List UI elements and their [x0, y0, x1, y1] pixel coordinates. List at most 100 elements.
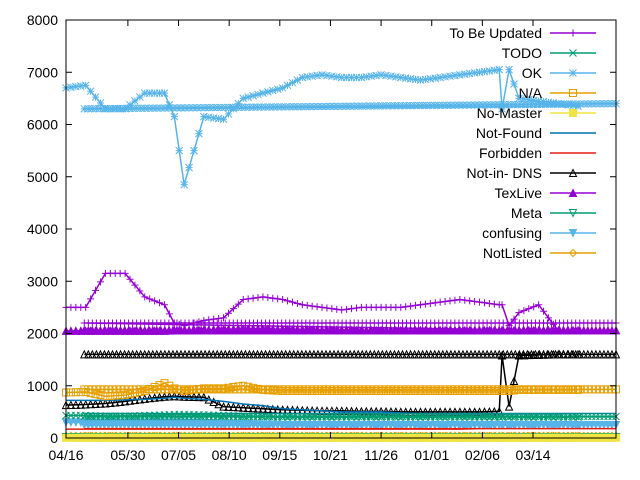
- y-tick-label: 3000: [27, 273, 58, 289]
- data-point: [258, 404, 268, 413]
- data-point: [301, 102, 310, 111]
- data-point: [387, 72, 395, 81]
- legend-swatch-marker: [568, 229, 578, 238]
- legend-label: TODO: [502, 45, 542, 61]
- data-point: [116, 269, 124, 277]
- data-point: [406, 407, 415, 416]
- data-point: [249, 294, 257, 302]
- data-point: [76, 418, 86, 427]
- data-point: [100, 104, 109, 113]
- data-point: [382, 71, 390, 80]
- data-point: [219, 115, 228, 124]
- data-point: [284, 297, 292, 305]
- data-point: [76, 82, 85, 90]
- series-lines: [61, 65, 621, 442]
- data-point: [131, 281, 139, 289]
- data-point: [499, 100, 508, 109]
- legend-label: No-Master: [477, 105, 543, 121]
- data-point: [214, 399, 223, 409]
- data-point: [358, 102, 367, 110]
- legend-swatch-marker: [569, 49, 577, 57]
- data-point: [485, 299, 493, 307]
- data-point: [229, 103, 238, 112]
- legend: To Be Updated TODO OK N/A No-Master Not-Found…: [449, 25, 596, 261]
- data-point: [104, 104, 113, 113]
- data-point: [248, 403, 258, 413]
- data-point: [244, 295, 252, 303]
- legend-label: Not-in- DNS: [467, 165, 542, 181]
- series-markers-3: [62, 379, 620, 401]
- series-line-7: [65, 353, 616, 413]
- x-tick-label: 11/26: [364, 447, 398, 463]
- data-point: [126, 101, 134, 109]
- data-point: [306, 102, 314, 111]
- data-point: [241, 103, 250, 112]
- series-markers-0: [62, 269, 620, 335]
- data-point: [460, 70, 469, 79]
- data-point: [338, 306, 346, 314]
- data-point: [523, 100, 532, 109]
- data-point: [421, 300, 429, 308]
- data-point: [234, 300, 242, 308]
- data-point: [288, 78, 297, 87]
- data-point: [446, 72, 454, 81]
- data-point: [120, 396, 130, 406]
- data-point: [357, 73, 366, 82]
- data-point: [96, 104, 105, 113]
- data-point: [87, 295, 95, 303]
- data-point: [132, 104, 141, 113]
- legend-label: confusing: [482, 225, 542, 241]
- data-point: [495, 100, 504, 109]
- data-point: [411, 75, 420, 84]
- data-point: [426, 299, 434, 307]
- data-point: [174, 391, 184, 401]
- data-point: [352, 73, 361, 82]
- data-point: [101, 398, 110, 408]
- data-point: [314, 102, 322, 111]
- data-point: [348, 305, 356, 313]
- data-point: [91, 399, 100, 409]
- data-point: [543, 100, 552, 109]
- data-point: [76, 411, 85, 420]
- data-point: [583, 100, 592, 108]
- data-point: [342, 406, 351, 415]
- data-point: [288, 298, 296, 306]
- data-point: [362, 72, 371, 81]
- data-point: [334, 102, 342, 111]
- series-markers-4: [62, 433, 620, 442]
- data-point: [115, 397, 125, 406]
- data-point: [273, 85, 282, 94]
- data-point: [124, 104, 133, 113]
- data-point: [199, 112, 208, 121]
- data-point: [224, 309, 232, 317]
- data-point: [342, 102, 350, 111]
- x-tick-label: 02/06: [465, 447, 500, 463]
- data-point: [471, 101, 479, 109]
- data-point: [507, 100, 516, 109]
- data-point: [92, 104, 101, 113]
- data-point: [259, 89, 267, 98]
- data-point: [607, 349, 617, 359]
- data-point: [105, 398, 115, 407]
- legend-swatch-marker: [568, 209, 578, 218]
- data-point: [108, 104, 117, 113]
- legend-swatch-marker: [569, 69, 577, 77]
- data-point: [525, 305, 533, 313]
- data-point: [177, 104, 185, 112]
- data-point: [213, 103, 222, 112]
- legend-label: Forbidden: [479, 145, 542, 161]
- data-point: [209, 114, 218, 122]
- data-point: [410, 101, 419, 110]
- data-point: [354, 102, 363, 110]
- data-point: [160, 89, 169, 98]
- legend-label: NotListed: [483, 245, 542, 261]
- data-point: [366, 102, 375, 110]
- data-point: [510, 315, 518, 323]
- data-point: [76, 388, 85, 397]
- data-point: [431, 74, 440, 82]
- data-point: [438, 101, 447, 110]
- data-point: [190, 146, 198, 155]
- data-point: [596, 99, 604, 108]
- data-point: [451, 101, 459, 110]
- data-point: [402, 101, 411, 110]
